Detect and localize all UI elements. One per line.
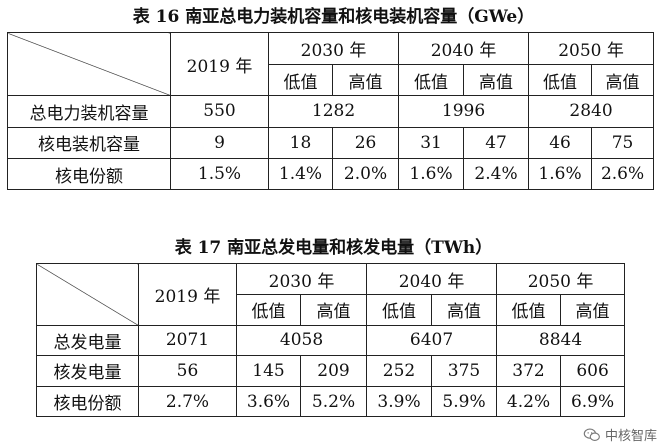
watermark: 中核智库 (583, 425, 657, 444)
sub-header: 高值 (331, 63, 400, 97)
table-cell: 75 (591, 126, 655, 159)
table-cell: 209 (299, 355, 368, 387)
watermark-text: 中核智库 (604, 429, 657, 444)
table-cell: 4.2% (496, 385, 562, 418)
sub-header: 低值 (366, 294, 433, 326)
table-cell: 145 (236, 355, 301, 387)
table-cell: 1.4% (268, 157, 333, 191)
table-cell: 8844 (496, 324, 626, 357)
table-row: 总发电量 2071 4058 6407 8844 (36, 324, 626, 357)
sub-header: 低值 (236, 294, 301, 326)
table-cell: 9 (170, 126, 269, 159)
row-label: 核发电量 (36, 355, 139, 387)
year-group-header: 2040 年 (366, 263, 498, 295)
year-group-header: 2030 年 (267, 32, 400, 65)
table-17: 2019 年 2030 年 2040 年 2050 年 低值 高值 低值 高值 … (36, 263, 626, 418)
year-group-header: 2030 年 (235, 263, 368, 295)
table-row: 核电份额 2.7% 3.6% 5.2% 3.9% 5.9% 4.2% 6.9% (36, 385, 626, 418)
table-cell: 1996 (398, 95, 530, 128)
corner-cell (36, 263, 139, 326)
table-cell: 31 (398, 126, 465, 159)
table-cell: 6407 (366, 324, 498, 357)
table-cell: 5.2% (299, 385, 368, 418)
row-label: 核电装机容量 (7, 126, 171, 159)
table-cell: 2.7% (138, 385, 237, 418)
year-base-header: 2019 年 (170, 31, 269, 97)
row-label: 总发电量 (36, 324, 139, 357)
table-cell: 1.5% (170, 157, 269, 191)
table-cell: 550 (170, 95, 269, 128)
row-label: 核电份额 (7, 157, 171, 191)
table-cell: 2.6% (591, 157, 655, 191)
sub-header: 低值 (398, 63, 465, 97)
table-cell: 375 (431, 355, 498, 387)
row-label: 总电力装机容量 (7, 95, 171, 128)
year-group-header: 2050 年 (496, 263, 626, 295)
sub-header: 低值 (496, 294, 562, 326)
table-cell: 46 (528, 126, 593, 159)
table-cell: 1.6% (398, 157, 465, 191)
wechat-icon (583, 427, 600, 441)
table-cell: 5.9% (431, 385, 498, 418)
subheader-row: 低值 高值 低值 高值 低值 高值 (37, 294, 626, 326)
table-16: 2019 年 2030 年 2040 年 2050 年 低值 高值 低值 高值 … (7, 31, 655, 191)
table-row: 总电力装机容量 550 1282 1996 2840 (7, 95, 655, 128)
table-row: 核电装机容量 9 18 26 31 47 46 75 (7, 126, 655, 159)
table-cell: 606 (560, 355, 626, 387)
sub-header: 低值 (528, 63, 593, 97)
table-16-caption: 表 16 南亚总电力装机容量和核电装机容量（GWe） (132, 7, 535, 27)
sub-header: 高值 (463, 63, 530, 97)
table-cell: 18 (268, 126, 333, 159)
table-row: 核发电量 56 145 209 252 375 372 606 (36, 355, 626, 387)
table-17-caption: 表 17 南亚总发电量和核发电量（TWh） (174, 238, 493, 258)
table-cell: 372 (496, 355, 562, 387)
row-label: 核电份额 (36, 385, 139, 418)
sub-header: 高值 (299, 294, 368, 326)
header-row: 2019 年 2030 年 2040 年 2050 年 (7, 31, 655, 97)
table-cell: 252 (366, 355, 433, 387)
sub-header: 高值 (591, 63, 655, 97)
subheader-row: 低值 高值 低值 高值 低值 高值 (8, 63, 655, 97)
table-cell: 47 (463, 126, 530, 159)
table-cell: 6.9% (560, 385, 626, 418)
table-row: 核电份额 1.5% 1.4% 2.0% 1.6% 2.4% 1.6% 2.6% (7, 157, 655, 191)
year-group-header: 2050 年 (528, 32, 655, 65)
sub-header: 低值 (268, 63, 333, 97)
header-row: 2019 年 2030 年 2040 年 2050 年 (36, 263, 626, 326)
table-cell: 1.6% (528, 157, 593, 191)
table-cell: 4058 (235, 324, 368, 357)
year-group-header: 2040 年 (398, 32, 530, 65)
table-cell: 3.9% (366, 385, 433, 418)
sub-header: 高值 (431, 294, 498, 326)
table-cell: 26 (331, 126, 400, 159)
table-cell: 2071 (138, 324, 237, 357)
year-base-header: 2019 年 (138, 263, 237, 326)
table-cell: 1282 (267, 95, 400, 128)
table-cell: 2840 (528, 95, 655, 128)
table-cell: 56 (138, 355, 237, 387)
table-cell: 2.0% (331, 157, 400, 191)
sub-header: 高值 (560, 294, 626, 326)
corner-cell (7, 31, 171, 97)
table-cell: 3.6% (236, 385, 301, 418)
table-cell: 2.4% (463, 157, 530, 191)
